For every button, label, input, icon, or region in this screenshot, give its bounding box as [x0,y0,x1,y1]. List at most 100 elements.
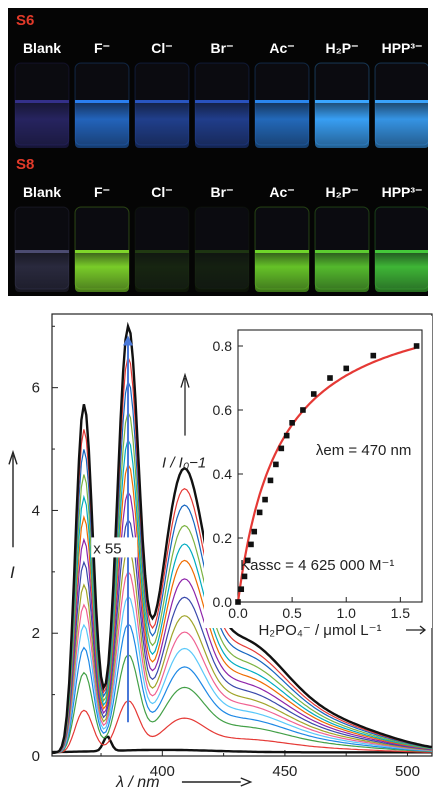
vial: Ac⁻ [254,184,310,292]
vial: H₂P⁻ [314,40,370,148]
y-axis-arrowhead [8,449,18,465]
vial-solution [195,250,249,292]
inset-y-axis-title: I / I₀−1 [162,455,206,472]
x-tick-label: 500 [395,763,420,780]
vial-meniscus [375,100,428,103]
vial-label: Cl⁻ [151,40,172,56]
row-label: S8 [16,156,34,173]
vial: F⁻ [74,184,130,292]
inset-x-tick-label: 1.0 [337,605,357,621]
vial: Br⁻ [194,40,250,148]
vial-solution [315,100,369,148]
inset-data-point [267,477,274,484]
y-tick-label: 2 [32,625,40,642]
inset-data-point [300,407,306,413]
vial-solution [255,100,309,148]
row-label: S6 [16,12,34,29]
inset-y-tick-label: 0.2 [213,530,233,546]
vial-solution [75,250,129,292]
spectrum-line [52,653,433,754]
y-axis-title: I [10,563,15,582]
vial-meniscus [255,100,309,103]
vial-label: HPP³⁻ [382,184,423,200]
inset-data-point [310,391,317,397]
vial-label: F⁻ [94,40,110,56]
inset-frame [237,329,423,603]
inset-data-point [370,352,377,359]
vial-label: H₂P⁻ [325,40,358,56]
inset-data-point [262,496,268,503]
vial: Ac⁻ [254,40,310,148]
vial-label: H₂P⁻ [325,184,358,200]
inset-data-point [289,420,295,426]
vial: Cl⁻ [134,40,190,148]
inset-data-point [248,541,254,548]
vial-solution [135,100,189,148]
vial-meniscus [315,250,369,253]
inset-data-point [283,432,290,439]
vial-meniscus [315,100,369,103]
vial: HPP³⁻ [374,184,428,292]
spectrum-line [51,438,433,754]
vial-solution [195,100,249,148]
inset-y-tick-label: 0.4 [213,466,233,482]
inset-x-arrowhead [419,625,427,635]
vial-label: Blank [23,40,61,56]
vial: H₂P⁻ [314,184,370,292]
vial-solution [15,250,69,292]
inset-data-point [251,528,258,535]
spectrum-line [51,410,433,754]
inset-y-tick-label: 0.8 [213,338,233,354]
spectrum-line [51,546,433,754]
vial-solution [75,100,129,148]
vial: Blank [14,40,70,148]
inset-data-point [278,445,285,452]
vial-meniscus [75,250,129,253]
vial-solution [375,100,428,148]
x-tick-label: 400 [150,763,175,780]
inset-data-point [238,586,245,592]
vial-meniscus [135,100,189,103]
vial: Cl⁻ [134,184,190,292]
inset-data-point [343,365,350,372]
vial-solution [375,250,428,292]
inset-data-point [413,343,420,349]
vial-meniscus [375,250,428,253]
x-tick-label: 450 [272,763,297,780]
x-axis-arrowhead [240,777,253,787]
inset-data-point [273,461,279,468]
vial-meniscus [135,250,189,253]
inset-annotation-k: Kassc = 4 625 000 M⁻¹ [240,557,394,574]
inset-x-axis-title: H₂PO₄⁻ / μmol L⁻¹ [258,622,381,639]
x-axis-title: λ / nm [115,774,159,790]
inset-data-point [244,557,251,564]
spectrum-line [52,623,433,754]
annotation-bg [91,537,138,558]
y-tick-label: 4 [32,502,40,519]
multiplier-annotation: x 55 [93,540,121,557]
vial-label: HPP³⁻ [382,40,423,56]
spectrum-line [52,595,433,754]
vial: Br⁻ [194,184,250,292]
vial-meniscus [15,100,69,103]
inset-data-point [327,375,333,381]
inset-x-tick-label: 1.5 [391,605,411,621]
inset-x-tick-label: 0.5 [282,605,302,621]
vial: HPP³⁻ [374,40,428,148]
inset-y-arrowhead [180,372,190,388]
inset-data-point [241,573,248,580]
vial-meniscus [195,250,249,253]
vial: Blank [14,184,70,292]
vial-label: Br⁻ [211,184,234,200]
inset-data-point [235,599,241,605]
inset-y-tick-label: 0.6 [213,402,233,418]
vial-label: Blank [23,184,61,200]
increase-arrowhead [123,335,133,346]
vial-meniscus [195,100,249,103]
inset-y-tick-label: 0.0 [213,594,233,610]
vial-solution [135,250,189,292]
spectrum-line [51,462,433,754]
y-tick-label: 0 [32,748,40,765]
spectrum-line [52,700,432,754]
vial: F⁻ [74,40,130,148]
